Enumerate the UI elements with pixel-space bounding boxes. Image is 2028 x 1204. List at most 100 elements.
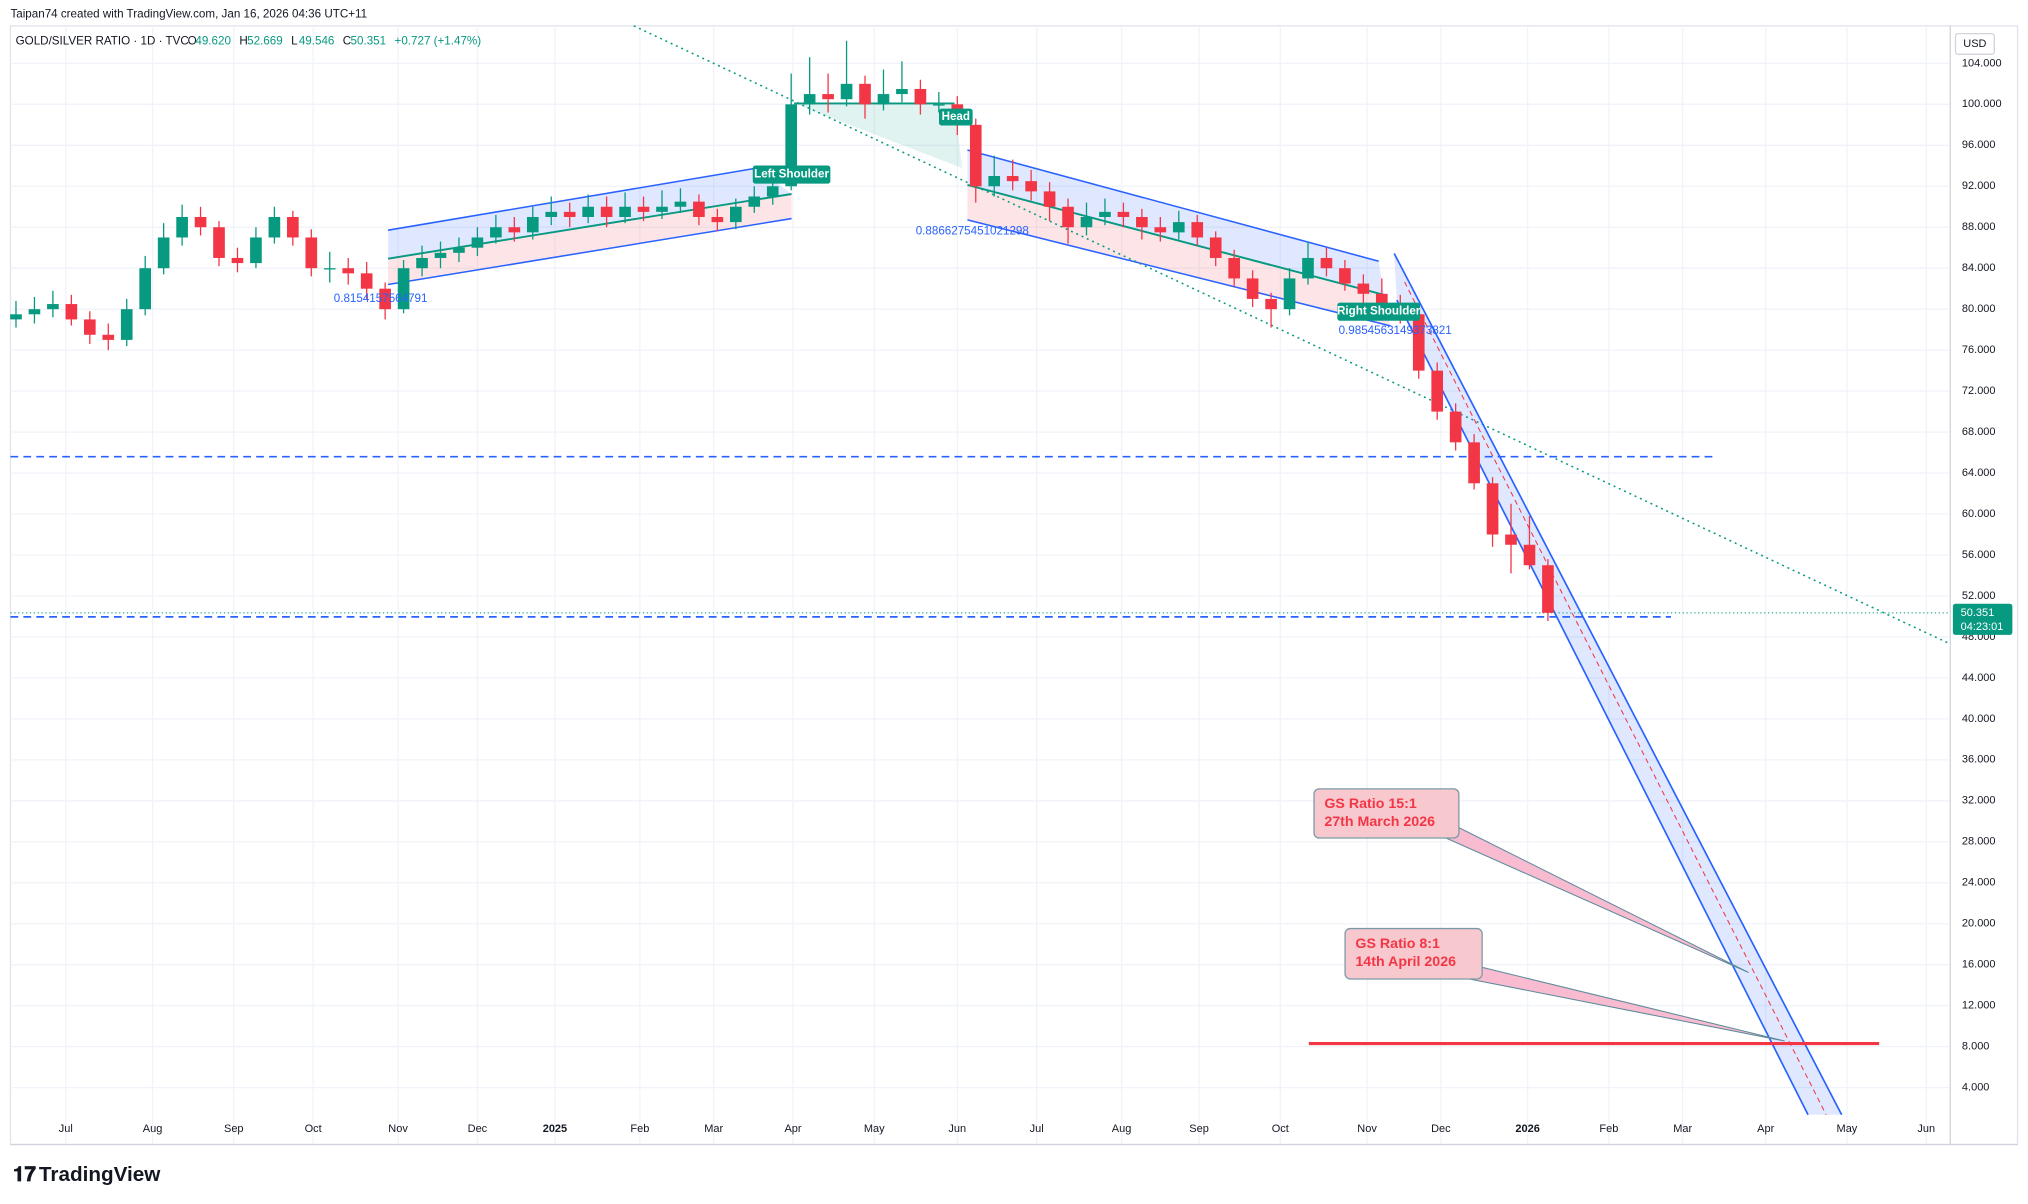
- candle-body: [453, 247, 465, 253]
- ohlc: O49.620 H 52.669 L 49.546 C 50.351 +0.727 (+1.4…: [188, 34, 482, 47]
- callout-box: [1344, 927, 1483, 980]
- candle-body: [416, 257, 428, 269]
- y-tick-label: 84.000: [1962, 262, 1996, 274]
- candle-body: [360, 273, 373, 289]
- candle-body: [83, 319, 96, 335]
- callout-text: 27th March 2026: [1324, 814, 1435, 830]
- candle-body: [434, 252, 447, 258]
- candle-body: [47, 304, 59, 310]
- y-tick-label: 100.000: [1962, 98, 2002, 110]
- y-tick-label: 64.000: [1962, 467, 1996, 479]
- ohlc-value: 49.620: [195, 34, 231, 47]
- x-tick-label: May: [1837, 1123, 1858, 1135]
- candle-body: [490, 227, 502, 238]
- fib-label: 0.9854563149373821: [1339, 324, 1452, 337]
- tag: [938, 108, 973, 126]
- candle-body: [508, 227, 521, 233]
- x-tick-label: Jul: [1030, 1123, 1044, 1135]
- x-tick-label: Sep: [1189, 1123, 1209, 1135]
- candles: [10, 40, 1554, 622]
- candle-body: [1523, 544, 1536, 566]
- candle-body: [693, 201, 705, 217]
- x-tick-label: Aug: [1112, 1123, 1132, 1135]
- candle-body: [933, 104, 945, 106]
- candle-body: [1412, 314, 1425, 371]
- y-tick-label: 104.000: [1962, 57, 2002, 69]
- ohlc-key: L: [291, 34, 298, 47]
- x-tick-label: Oct: [305, 1123, 322, 1135]
- y-tick-label: 28.000: [1962, 836, 1996, 848]
- candle-body: [323, 268, 336, 270]
- candle-body: [526, 216, 539, 233]
- x-tick-label: Dec: [1431, 1123, 1451, 1135]
- levels: [10, 455, 1951, 1046]
- x-tick-label: 2025: [543, 1123, 567, 1135]
- y-tick-label: 76.000: [1962, 344, 1996, 356]
- candle-body: [582, 206, 594, 217]
- candle-body: [877, 94, 890, 105]
- logo-text: TradingView: [39, 1163, 161, 1186]
- candle-body: [859, 83, 871, 105]
- candle-body: [545, 211, 558, 217]
- ohlc-change: +0.727 (+1.47%): [395, 34, 482, 47]
- axes: 4.000 8.000 12.000 16.000 20.000 24.000 28.000…: [59, 57, 2013, 1135]
- y-tick-label: 40.000: [1962, 713, 1996, 725]
- x-tick-label: Aug: [143, 1123, 163, 1135]
- candle-body: [766, 186, 779, 197]
- candle-body: [1172, 222, 1185, 233]
- candle-body: [1320, 257, 1333, 269]
- x-tick-label: 2026: [1515, 1123, 1539, 1135]
- channel-mid: [1404, 281, 1827, 1116]
- channel-line: [387, 217, 792, 286]
- candle-body: [342, 268, 355, 274]
- ohlc-key: H: [239, 34, 247, 47]
- y-tick-label: 80.000: [1962, 303, 1996, 315]
- ohlc-value: 50.351: [351, 34, 387, 47]
- candle-body: [65, 304, 78, 320]
- x-tick-label: Apr: [784, 1123, 801, 1135]
- price-tag-countdown: 04:23:01: [1961, 621, 2004, 633]
- channel-line: [387, 167, 757, 231]
- callout-box: [1313, 788, 1460, 839]
- candle-body: [1468, 442, 1480, 484]
- symbol: GOLD/SILVER RATIO · 1D · TVC: [16, 34, 189, 47]
- callout-text: 14th April 2026: [1355, 954, 1456, 970]
- y-tick-label: 20.000: [1962, 918, 1996, 930]
- y-tick-label: 52.000: [1962, 590, 1996, 602]
- x-tick-label: Jun: [948, 1123, 966, 1135]
- pattern-label: Head: [942, 110, 970, 123]
- x-tick-label: Mar: [704, 1123, 723, 1135]
- candle-body: [1191, 222, 1204, 238]
- candle-body: [785, 104, 798, 187]
- candle-body: [969, 124, 982, 187]
- channel-line: [967, 149, 1379, 262]
- candle-body: [1099, 211, 1111, 217]
- candle-body: [674, 201, 687, 207]
- channel-line: [1393, 253, 1843, 1116]
- candle-body: [139, 268, 152, 310]
- y-tick-label: 92.000: [1962, 180, 1996, 192]
- candle-body: [231, 257, 244, 264]
- candle-body: [656, 206, 668, 212]
- x-tick-label: Feb: [1599, 1123, 1618, 1135]
- x-tick-label: Apr: [1757, 1123, 1774, 1135]
- fib-label: 0.8154157564791: [334, 292, 428, 305]
- ohlc-value: 49.546: [299, 34, 335, 47]
- candle-body: [1302, 257, 1314, 279]
- candle-body: [711, 216, 724, 223]
- candle-body: [397, 268, 410, 310]
- candle-body: [1025, 181, 1037, 192]
- candle-body: [1006, 176, 1019, 182]
- x-tick-label: Mar: [1673, 1123, 1692, 1135]
- y-tick-label: 12.000: [1962, 1000, 1996, 1012]
- candle-body: [120, 309, 133, 340]
- candle-body: [914, 88, 927, 105]
- y-tick-label: 32.000: [1962, 795, 1996, 807]
- y-tick-label: 8.000: [1962, 1041, 1990, 1053]
- candle-body: [803, 94, 816, 105]
- credit: Taipan74 created with TradingView.com, J…: [10, 7, 367, 20]
- y-tick-label: 24.000: [1962, 877, 1996, 889]
- logo: 𝟏𝟕 TradingView: [13, 1163, 161, 1186]
- x-tick-label: Jul: [59, 1123, 73, 1135]
